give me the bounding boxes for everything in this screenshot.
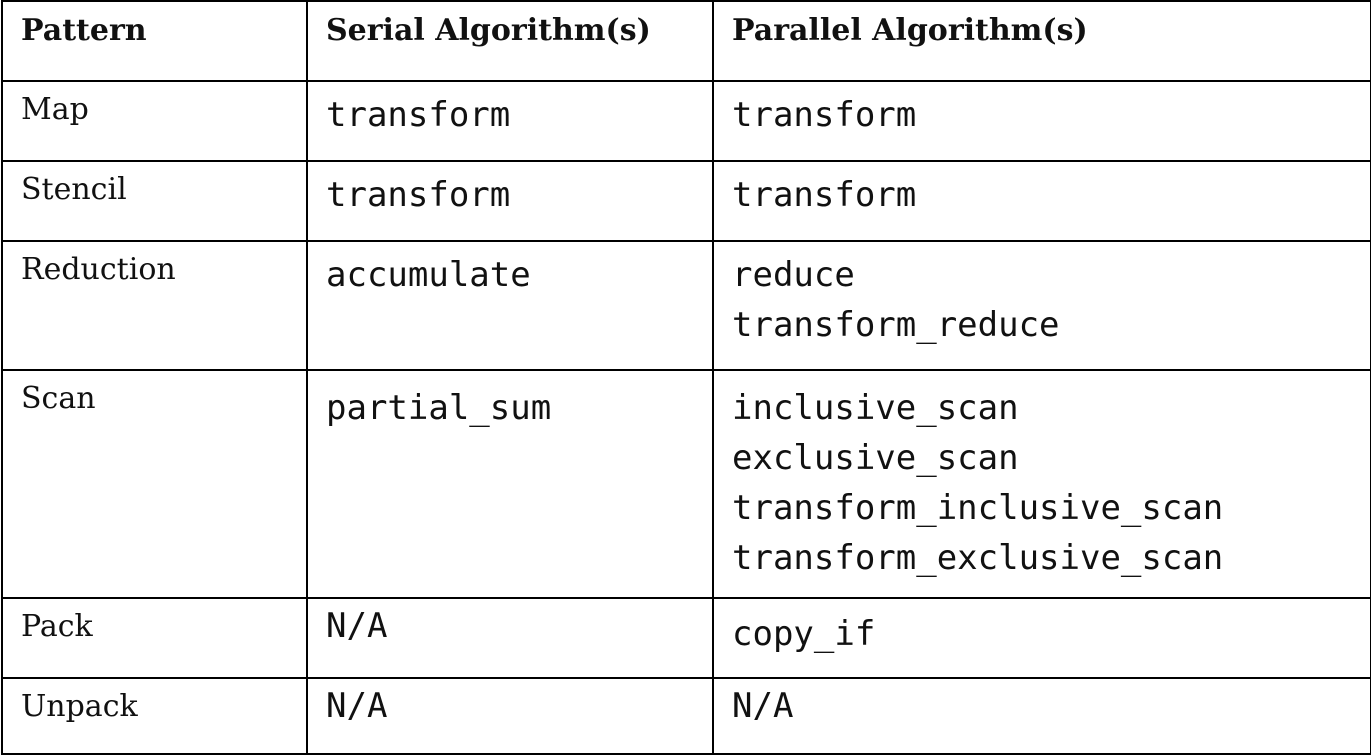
parallel-cell: transform	[712, 80, 1371, 162]
serial-algorithm: transform	[326, 95, 511, 135]
header-parallel-algorithms: Parallel Algorithm(s)	[712, 0, 1371, 82]
header-serial-algorithms: Serial Algorithm(s)	[306, 0, 714, 82]
serial-algorithm: transform	[326, 175, 511, 215]
parallel-algorithm: transform_reduce	[732, 305, 1060, 345]
serial-cell: accumulate	[306, 240, 714, 371]
pattern-cell: Unpack	[1, 677, 308, 755]
parallel-cell: copy_if	[712, 597, 1371, 679]
pattern-cell: Reduction	[1, 240, 308, 371]
table-row: Reduction accumulate reduce transform_re…	[1, 240, 1371, 371]
parallel-algorithm: transform_exclusive_scan	[732, 538, 1224, 578]
table-row: Pack N/A copy_if	[1, 597, 1371, 679]
pattern-cell: Stencil	[1, 160, 308, 242]
parallel-algorithm: reduce	[732, 255, 855, 295]
serial-cell: N/A	[306, 597, 714, 679]
serial-cell: N/A	[306, 677, 714, 755]
table-row: Map transform transform	[1, 80, 1371, 162]
serial-algorithm: N/A	[326, 686, 388, 726]
parallel-algorithm: exclusive_scan	[732, 438, 1019, 478]
table-row: Unpack N/A N/A	[1, 677, 1371, 755]
parallel-algorithm: transform	[732, 175, 917, 215]
parallel-algorithm: inclusive_scan	[732, 388, 1019, 428]
parallel-cell: transform	[712, 160, 1371, 242]
serial-algorithm: N/A	[326, 606, 388, 646]
pattern-cell: Scan	[1, 369, 308, 599]
pattern-cell: Pack	[1, 597, 308, 679]
serial-cell: transform	[306, 80, 714, 162]
serial-algorithm: partial_sum	[326, 388, 552, 428]
parallel-cell: N/A	[712, 677, 1371, 755]
serial-algorithm: accumulate	[326, 255, 531, 295]
serial-cell: partial_sum	[306, 369, 714, 599]
parallel-algorithm: N/A	[732, 686, 794, 726]
parallel-algorithm: transform	[732, 95, 917, 135]
header-pattern: Pattern	[1, 0, 308, 82]
parallel-cell: inclusive_scan exclusive_scan transform_…	[712, 369, 1371, 599]
parallel-cell: reduce transform_reduce	[712, 240, 1371, 371]
parallel-algorithm: transform_inclusive_scan	[732, 488, 1224, 528]
table-header-row: Pattern Serial Algorithm(s) Parallel Alg…	[1, 0, 1371, 82]
pattern-cell: Map	[1, 80, 308, 162]
table-row: Scan partial_sum inclusive_scan exclusiv…	[1, 369, 1371, 599]
serial-cell: transform	[306, 160, 714, 242]
table-row: Stencil transform transform	[1, 160, 1371, 242]
parallel-algorithm: copy_if	[732, 614, 876, 654]
